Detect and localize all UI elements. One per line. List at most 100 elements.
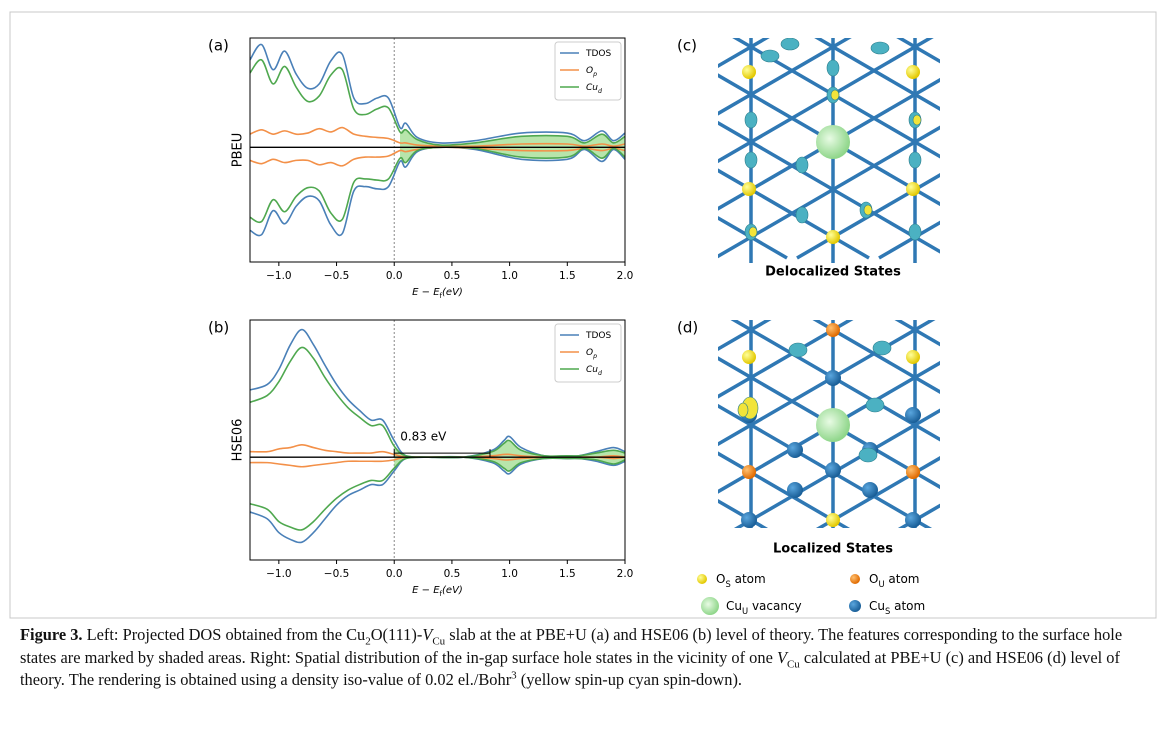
y-axis-label: HSE06 (231, 419, 246, 462)
atom (825, 370, 841, 386)
x-tick-label: −0.5 (324, 568, 350, 580)
iso-surface (858, 447, 878, 463)
dos-line (249, 146, 626, 237)
iso-surface (795, 206, 809, 224)
shaded-area (394, 440, 625, 472)
iso-surface (872, 340, 892, 356)
legend-sub: p (592, 71, 597, 78)
bond (896, 38, 940, 64)
text-run: (eV) (442, 287, 463, 298)
x-tick-label: 2.0 (617, 270, 634, 282)
text-run: E − E (412, 585, 440, 596)
atom (826, 323, 840, 337)
bond (733, 408, 940, 528)
caption-run: Figure 3. (20, 625, 83, 644)
dos-line (249, 146, 626, 224)
text-run: atom (885, 572, 920, 586)
bond (796, 173, 940, 260)
atom (906, 182, 920, 196)
bond (718, 125, 940, 259)
atom (906, 350, 920, 364)
bond (815, 456, 940, 528)
atom (742, 182, 756, 196)
shaded-area (400, 129, 625, 163)
atom (905, 407, 921, 423)
legend-name: TDOS (585, 49, 612, 59)
iso-surface (795, 156, 809, 174)
dos-line (249, 346, 626, 459)
atom (862, 482, 878, 498)
bond (894, 320, 940, 347)
rich-text: OU atom (869, 572, 920, 589)
text-run: vacancy (748, 599, 802, 613)
legend-name: Cu (586, 83, 598, 93)
x-tick-label: −0.5 (324, 270, 350, 282)
legend-sub: p (592, 353, 597, 360)
legend-label: Op (586, 66, 597, 78)
figure-border (9, 11, 1157, 619)
dos-line (249, 59, 626, 147)
caption-run: Cu (432, 635, 446, 648)
atom (741, 512, 757, 528)
plot-frame (249, 37, 626, 263)
legend-sub: d (598, 88, 603, 95)
caption-run: Cu (786, 657, 800, 670)
plot-frame (249, 319, 626, 561)
bond (718, 215, 788, 260)
x-tick-label: −1.0 (266, 270, 292, 282)
legend-name: O (586, 66, 593, 76)
atom (906, 465, 920, 479)
iso-surface (744, 111, 758, 129)
gap-bracket (393, 449, 491, 458)
legend-box (554, 41, 622, 101)
caption-run: 2 (365, 635, 371, 648)
panel-label: (c) (677, 37, 697, 55)
iso-surface (744, 151, 758, 169)
text-run: f (440, 292, 443, 300)
bond (718, 451, 851, 528)
iso-surface (870, 41, 890, 55)
iso-surface (760, 49, 780, 63)
bond (812, 320, 940, 394)
bond (718, 498, 769, 528)
iso-surface (912, 114, 922, 126)
x-tick-label: 0.0 (386, 568, 403, 580)
x-tick-label: 0.5 (444, 568, 461, 580)
bond (814, 38, 940, 111)
legend-label: TDOS (585, 331, 612, 341)
caption-run: V (422, 625, 433, 644)
text-run: Cu (869, 599, 885, 613)
legend-label: Op (586, 348, 597, 360)
iso-surface (908, 223, 922, 241)
rich-text: CuS atom (869, 599, 925, 616)
text-run: atom (731, 572, 766, 586)
caption-run: Left: Projected DOS obtained from the Cu (82, 625, 366, 644)
x-tick-label: 1.5 (559, 270, 576, 282)
x-tick-label: 1.0 (501, 270, 518, 282)
y-axis-label: PBEU (231, 133, 246, 168)
atom (906, 65, 920, 79)
rich-text: E − Ef(eV) (412, 287, 463, 300)
text-run: U (742, 606, 748, 616)
legend-swatch (697, 574, 707, 584)
text-run: U (878, 579, 884, 589)
atom (825, 462, 841, 478)
rich-text: E − Ef(eV) (412, 585, 463, 598)
caption-run: (yellow spin-up cyan spin-down). (516, 670, 743, 690)
x-tick-label: −1.0 (266, 568, 292, 580)
iso-surface (788, 342, 808, 358)
dos-line (249, 126, 626, 148)
caption-run: calculated at PBE+U (c) and HSE06 (d) le… (20, 647, 1120, 690)
legend-name: O (586, 348, 593, 358)
image-caption: Localized States (773, 542, 893, 557)
x-tick-label: 1.0 (501, 568, 518, 580)
text-run: atom (890, 599, 925, 613)
legend-box (554, 323, 622, 383)
text-run: O (869, 572, 878, 586)
iso-surface (908, 151, 922, 169)
dos-line (249, 455, 626, 531)
dos-line (249, 43, 626, 144)
caption-run: O(111)- (370, 625, 423, 644)
legend-sub: d (598, 370, 603, 377)
